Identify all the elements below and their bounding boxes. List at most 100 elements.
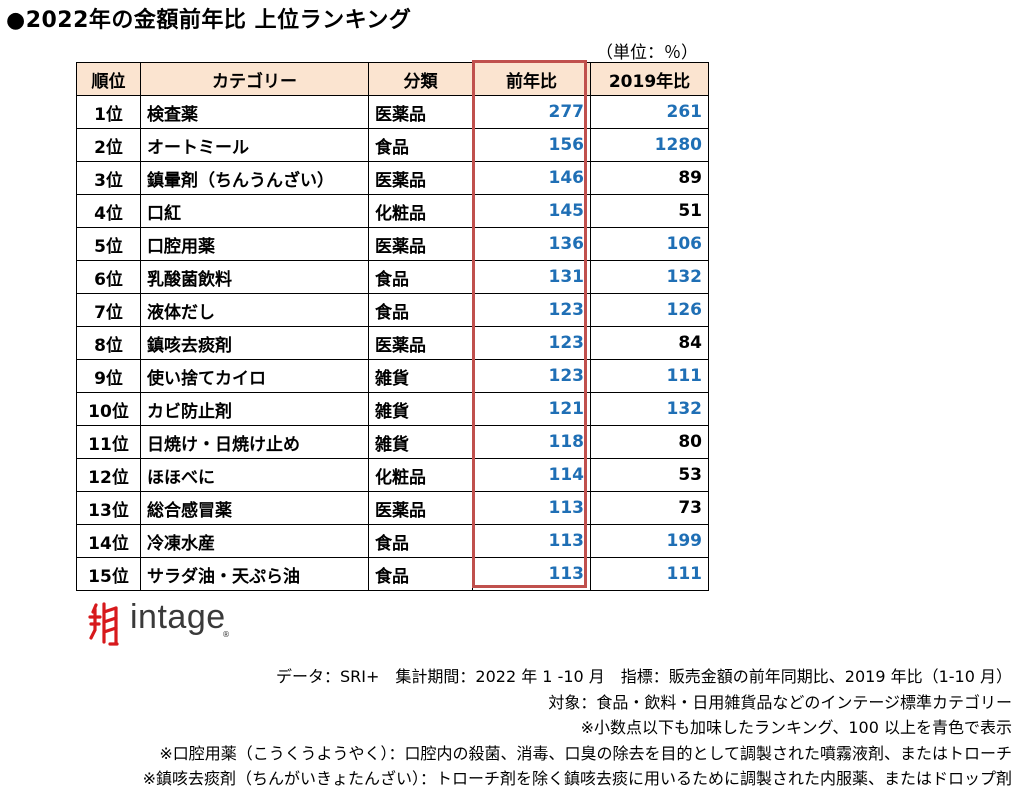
yoy-cell: 114 <box>472 458 591 492</box>
yoy-cell: 146 <box>472 161 591 195</box>
rank-cell: 3位 <box>76 161 141 195</box>
type-cell: 医薬品 <box>368 491 473 525</box>
vs2019-cell: 1280 <box>590 128 709 162</box>
table-row: 5位 口腔用薬 医薬品 136 106 <box>76 227 709 261</box>
yoy-cell: 123 <box>472 326 591 360</box>
type-cell: 医薬品 <box>368 227 473 261</box>
rank-cell: 10位 <box>76 392 141 426</box>
category-cell: 使い捨てカイロ <box>140 359 369 393</box>
vs2019-cell: 199 <box>590 524 709 558</box>
footnotes: データ：SRI+ 集計期間：2022 年 1 -10 月 指標：販売金額の前年同… <box>143 664 1012 792</box>
table-header-row: 順位 カテゴリー 分類 前年比 2019年比 <box>76 62 709 96</box>
vs2019-cell: 51 <box>590 194 709 228</box>
table-row: 2位 オートミール 食品 156 1280 <box>76 128 709 162</box>
type-cell: 化粧品 <box>368 194 473 228</box>
table-row: 1位 検査薬 医薬品 277 261 <box>76 95 709 129</box>
yoy-cell: 118 <box>472 425 591 459</box>
rank-cell: 1位 <box>76 95 141 129</box>
vs2019-cell: 84 <box>590 326 709 360</box>
header-category: カテゴリー <box>140 62 369 96</box>
yoy-cell: 113 <box>472 557 591 591</box>
table-row: 4位 口紅 化粧品 145 51 <box>76 194 709 228</box>
vs2019-cell: 106 <box>590 227 709 261</box>
vs2019-cell: 111 <box>590 359 709 393</box>
category-cell: 冷凍水産 <box>140 524 369 558</box>
registered-mark: ® <box>222 630 230 639</box>
category-cell: 検査薬 <box>140 95 369 129</box>
table-row: 9位 使い捨てカイロ 雑貨 123 111 <box>76 359 709 393</box>
intage-logo: intage ® <box>88 598 248 648</box>
type-cell: 食品 <box>368 128 473 162</box>
table-row: 12位 ほほべに 化粧品 114 53 <box>76 458 709 492</box>
table-row: 6位 乳酸菌飲料 食品 131 132 <box>76 260 709 294</box>
vs2019-cell: 80 <box>590 425 709 459</box>
rank-cell: 12位 <box>76 458 141 492</box>
category-cell: 液体だし <box>140 293 369 327</box>
yoy-cell: 131 <box>472 260 591 294</box>
header-type: 分類 <box>368 62 473 96</box>
type-cell: 医薬品 <box>368 95 473 129</box>
header-yoy: 前年比 <box>472 62 591 96</box>
type-cell: 医薬品 <box>368 326 473 360</box>
rank-cell: 14位 <box>76 524 141 558</box>
type-cell: 食品 <box>368 524 473 558</box>
type-cell: 化粧品 <box>368 458 473 492</box>
vs2019-cell: 261 <box>590 95 709 129</box>
vs2019-cell: 132 <box>590 392 709 426</box>
yoy-cell: 121 <box>472 392 591 426</box>
vs2019-cell: 111 <box>590 557 709 591</box>
category-cell: ほほべに <box>140 458 369 492</box>
table-row: 7位 液体だし 食品 123 126 <box>76 293 709 327</box>
rank-cell: 9位 <box>76 359 141 393</box>
type-cell: 医薬品 <box>368 161 473 195</box>
category-cell: 日焼け・日焼け止め <box>140 425 369 459</box>
vs2019-cell: 89 <box>590 161 709 195</box>
yoy-cell: 277 <box>472 95 591 129</box>
logo-wordmark: intage <box>130 598 226 636</box>
intage-logo-mark-icon <box>88 602 119 646</box>
page-title: ●2022年の金額前年比 上位ランキング <box>6 8 412 33</box>
table-row: 3位 鎮暈剤（ちんうんざい） 医薬品 146 89 <box>76 161 709 195</box>
category-cell: 鎮暈剤（ちんうんざい） <box>140 161 369 195</box>
category-cell: サラダ油・天ぷら油 <box>140 557 369 591</box>
rank-cell: 11位 <box>76 425 141 459</box>
vs2019-cell: 53 <box>590 458 709 492</box>
category-cell: 口腔用薬 <box>140 227 369 261</box>
rank-cell: 2位 <box>76 128 141 162</box>
type-cell: 雑貨 <box>368 392 473 426</box>
yoy-cell: 136 <box>472 227 591 261</box>
table-row: 10位 カビ防止剤 雑貨 121 132 <box>76 392 709 426</box>
yoy-cell: 156 <box>472 128 591 162</box>
rank-cell: 13位 <box>76 491 141 525</box>
note-line: ※小数点以下も加味したランキング、100 以上を青色で表示 <box>580 718 1012 737</box>
type-cell: 雑貨 <box>368 425 473 459</box>
note-line: ※鎮咳去痰剤（ちんがいきょたんざい）：トローチ剤を除く鎮咳去痰に用いるために調製… <box>142 769 1012 788</box>
note-line: 対象：食品・飲料・日用雑貨品などのインテージ標準カテゴリー <box>548 692 1012 712</box>
category-cell: オートミール <box>140 128 369 162</box>
rank-cell: 7位 <box>76 293 141 327</box>
yoy-cell: 113 <box>472 491 591 525</box>
type-cell: 食品 <box>368 293 473 327</box>
header-rank: 順位 <box>76 62 141 96</box>
yoy-cell: 113 <box>472 524 591 558</box>
category-cell: カビ防止剤 <box>140 392 369 426</box>
yoy-cell: 145 <box>472 194 591 228</box>
note-line: ※口腔用薬（こうくうようやく）：口腔内の殺菌、消毒、口臭の除去を目的として調製さ… <box>159 743 1012 763</box>
table-row: 11位 日焼け・日焼け止め 雑貨 118 80 <box>76 425 709 459</box>
yoy-cell: 123 <box>472 359 591 393</box>
category-cell: 口紅 <box>140 194 369 228</box>
table-row: 13位 総合感冒薬 医薬品 113 73 <box>76 491 709 525</box>
table-row: 8位 鎮咳去痰剤 医薬品 123 84 <box>76 326 709 360</box>
table-row: 14位 冷凍水産 食品 113 199 <box>76 524 709 558</box>
type-cell: 食品 <box>368 260 473 294</box>
vs2019-cell: 73 <box>590 491 709 525</box>
yoy-cell: 123 <box>472 293 591 327</box>
rank-cell: 4位 <box>76 194 141 228</box>
ranking-table: 順位 カテゴリー 分類 前年比 2019年比 1位 検査薬 医薬品 277 261 2位オ… <box>76 62 709 591</box>
category-cell: 乳酸菌飲料 <box>140 260 369 294</box>
vs2019-cell: 126 <box>590 293 709 327</box>
vs2019-cell: 132 <box>590 260 709 294</box>
unit-label: （単位：％） <box>596 43 698 63</box>
header-vs2019: 2019年比 <box>590 62 709 96</box>
rank-cell: 6位 <box>76 260 141 294</box>
